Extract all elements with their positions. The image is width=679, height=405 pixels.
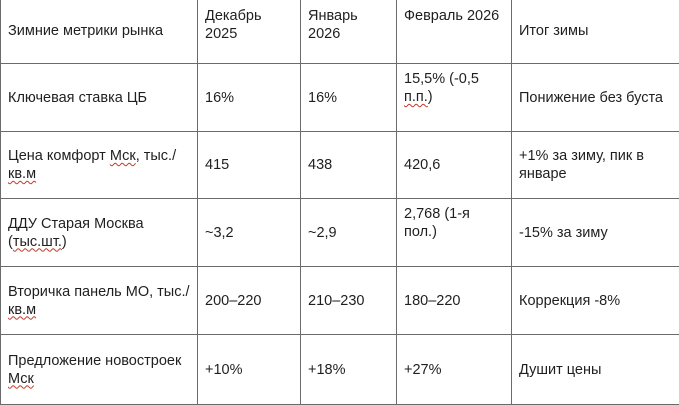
cell-winter-total: Коррекция -8% (512, 267, 679, 335)
cell-winter-total: Понижение без буста (512, 64, 679, 132)
table-row: Предложение новостроек Мск +10% +18% +27… (1, 335, 679, 405)
table-row: ДДУ Старая Москва (тыс.шт.) ~3,2 ~2,9 2,… (1, 199, 679, 267)
cell-february: 2,768 (1-я пол.) (397, 199, 512, 267)
header-cell-winter-total: Итог зимы (512, 0, 679, 64)
cell-december: 16% (198, 64, 301, 132)
row-label-ddu-old-moscow: ДДУ Старая Москва (тыс.шт.) (1, 199, 198, 267)
cell-december: 415 (198, 132, 301, 199)
comfort-price-december-value: 415 (205, 157, 229, 173)
comfort-price-january-value: 438 (308, 157, 332, 173)
secondary-panel-january-value: 210–230 (308, 293, 364, 309)
header-winter-total-label: Итог зимы (519, 23, 588, 39)
table-row: Цена комфорт Мск, тыс./ кв.м 415 438 420,… (1, 132, 679, 199)
cell-february: 420,6 (397, 132, 512, 199)
key-rate-label: Ключевая ставка ЦБ (8, 90, 147, 106)
header-cell-metric: Зимние метрики рынка (1, 0, 198, 64)
key-rate-february-suffix: ) (428, 89, 433, 105)
key-rate-january-value: 16% (308, 90, 337, 106)
header-january-label: Январь 2026 (308, 8, 358, 42)
new-supply-january-value: +18% (308, 362, 346, 378)
cell-december: ~3,2 (198, 199, 301, 267)
spellcheck-underlined-word: тыс.шт. (13, 234, 62, 250)
secondary-panel-label: Вторичка панель МО, тыс./ (8, 284, 190, 300)
header-metric-label: Зимние метрики рынка (8, 23, 163, 39)
cell-december: +10% (198, 335, 301, 405)
secondary-panel-december-value: 200–220 (205, 293, 261, 309)
header-february-label: Февраль 2026 (404, 8, 499, 24)
new-supply-february-value: +27% (404, 362, 442, 378)
ddu-january-value: ~2,9 (308, 225, 337, 241)
secondary-panel-february-value: 180–220 (404, 293, 460, 309)
secondary-panel-total-value: Коррекция -8% (519, 293, 620, 309)
table-row: Вторичка панель МО, тыс./ кв.м 200–220 21… (1, 267, 679, 335)
spellcheck-underlined-word: Мск (8, 371, 34, 387)
key-rate-december-value: 16% (205, 90, 234, 106)
ddu-total-value: -15% за зиму (519, 225, 608, 241)
header-cell-december: Декабрь 2025 (198, 0, 301, 64)
new-supply-label: Предложение новостроек (8, 353, 181, 369)
row-label-new-supply: Предложение новостроек Мск (1, 335, 198, 405)
table-row: Ключевая ставка ЦБ 16% 16% 15,5% (-0,5 п… (1, 64, 679, 132)
spellcheck-underlined-word: Мск (110, 148, 136, 164)
ddu-label-suffix: ) (62, 234, 67, 250)
cell-winter-total: +1% за зиму, пик в январе (512, 132, 679, 199)
spellcheck-underlined-word: кв.м (8, 166, 36, 182)
key-rate-total-value: Понижение без буста (519, 90, 663, 106)
cell-december: 200–220 (198, 267, 301, 335)
row-label-secondary-panel: Вторичка панель МО, тыс./ кв.м (1, 267, 198, 335)
spellcheck-underlined-word: п.п. (404, 89, 428, 105)
new-supply-total-value: Душит цены (519, 362, 601, 378)
cell-winter-total: -15% за зиму (512, 199, 679, 267)
cell-january: 16% (301, 64, 397, 132)
table-header-row: Зимние метрики рынка Декабрь 2025 Январь… (1, 0, 679, 64)
cell-february: 15,5% (-0,5 п.п.) (397, 64, 512, 132)
row-label-key-rate: Ключевая ставка ЦБ (1, 64, 198, 132)
header-december-label: Декабрь 2025 (205, 8, 262, 42)
key-rate-february-value: 15,5% (-0,5 (404, 71, 479, 87)
cell-winter-total: Душит цены (512, 335, 679, 405)
cell-january: 210–230 (301, 267, 397, 335)
cell-february: +27% (397, 335, 512, 405)
cell-january: ~2,9 (301, 199, 397, 267)
cell-january: 438 (301, 132, 397, 199)
ddu-december-value: ~3,2 (205, 225, 234, 241)
ddu-february-value: 2,768 (1-я пол.) (404, 206, 470, 240)
comfort-price-label-mid: , тыс./ (136, 148, 176, 164)
header-cell-february: Февраль 2026 (397, 0, 512, 64)
header-cell-january: Январь 2026 (301, 0, 397, 64)
cell-february: 180–220 (397, 267, 512, 335)
comfort-price-label: Цена комфорт (8, 148, 110, 164)
row-label-comfort-price: Цена комфорт Мск, тыс./ кв.м (1, 132, 198, 199)
comfort-price-february-value: 420,6 (404, 157, 440, 173)
cell-january: +18% (301, 335, 397, 405)
new-supply-december-value: +10% (205, 362, 243, 378)
spellcheck-underlined-word: кв.м (8, 302, 36, 318)
comfort-price-total-value: +1% за зиму, пик в январе (519, 148, 644, 182)
